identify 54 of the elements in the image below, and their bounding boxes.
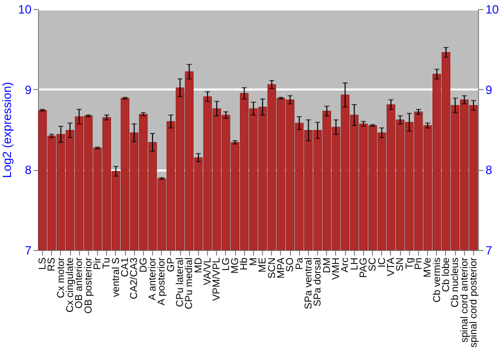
x-tick-label: VTA [386,257,397,276]
y-tick-label: 10 [18,2,32,16]
x-tick-label: DM [322,258,333,274]
x-tick-label: SCN [266,258,278,279]
x-tick-label: RS [46,257,58,272]
x-tick-label: SN [395,258,406,272]
x-tick-label: M [248,258,260,266]
y-axis-title: Log2 (expression) [0,82,14,178]
x-tick-label: Arc [340,258,352,272]
x-tick-label: LG [220,257,232,271]
x-tick-label: Cx cingulate [65,257,76,313]
y-tick-label: 9 [24,82,32,97]
x-tick-label: spinal cord posterior [468,256,480,348]
x-tick-label: OB anterior [74,256,86,309]
x-tick-label: Tu [102,258,113,269]
x-tick-label: ME [258,257,269,272]
x-tick-label: MPA [276,257,287,278]
x-tick-label: MD [193,258,204,274]
y2-tick-label: 8 [486,163,492,178]
x-tick-label: LS [37,257,48,270]
y-tick-label: 7 [24,244,32,258]
x-tick-label: CPu medial [184,258,196,310]
y-tick-label: 8 [24,163,32,178]
y2-tick-label: 7 [486,244,492,258]
x-tick-label: Pn [413,258,424,270]
x-tick-label: SO [285,257,296,272]
x-tick-label: OB posterior [83,256,94,314]
x-tick-label: Cb vermis [432,258,443,303]
x-tick-label: Cb nucleus [450,258,462,308]
x-tick-label: SC [368,258,379,272]
y2-tick-label: 10 [486,2,500,16]
x-tick-label: A posterior [156,256,168,306]
x-tick-label: VPM/VPL [212,257,223,301]
x-tick-label: LH [349,258,360,270]
x-tick-label: SPa ventral [303,258,314,310]
x-tick-label: Pa [294,257,306,270]
x-tick-label: Cx motor [56,256,67,298]
y2-tick-label: 9 [486,82,492,97]
x-tick-label: CA2/CA3 [129,257,140,300]
x-tick-label: Cb lobe [440,257,452,292]
x-tick-label: Tg [404,258,416,270]
x-tick-label: MVe [422,257,434,278]
x-tick-label: spinal cord anterior [459,256,470,343]
x-tick-label: SPa dorsal [312,258,324,306]
x-tick-label: A anterior [148,256,159,300]
x-tick-label: DG [138,257,150,272]
x-tick-label: PAG [358,257,370,278]
x-tick-label: GP [166,257,177,272]
x-tick-label: VMH [330,258,342,280]
x-tick-label: Pir [92,256,104,270]
x-tick-label: IC [376,258,388,268]
x-tick-label: ventral S [110,257,122,297]
x-tick-label: CA1 [120,257,132,277]
x-tick-label: Hb [239,257,250,270]
